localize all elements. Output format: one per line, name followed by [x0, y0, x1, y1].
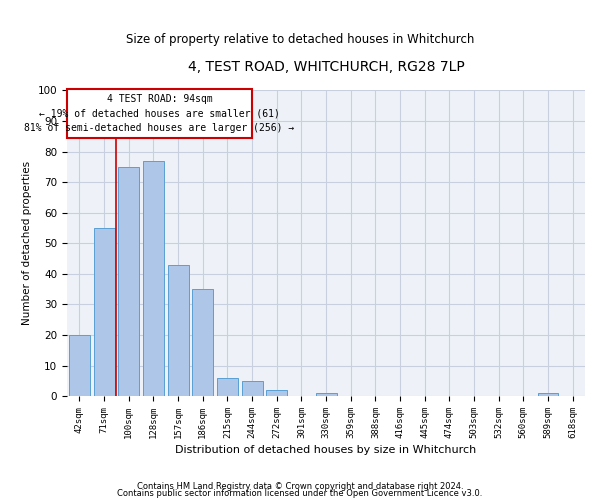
FancyBboxPatch shape	[67, 89, 252, 138]
Bar	[266, 390, 287, 396]
Text: Size of property relative to detached houses in Whitchurch: Size of property relative to detached ho…	[126, 32, 474, 46]
Bar	[538, 393, 559, 396]
Bar	[316, 393, 337, 396]
Bar	[167, 264, 188, 396]
Bar	[69, 335, 90, 396]
Text: 81% of semi-detached houses are larger (256) →: 81% of semi-detached houses are larger (…	[25, 122, 295, 132]
Text: 4 TEST ROAD: 94sqm: 4 TEST ROAD: 94sqm	[107, 94, 212, 104]
Bar	[192, 289, 213, 396]
X-axis label: Distribution of detached houses by size in Whitchurch: Distribution of detached houses by size …	[175, 445, 476, 455]
Bar	[118, 167, 139, 396]
Bar	[242, 381, 263, 396]
Bar	[94, 228, 115, 396]
Title: 4, TEST ROAD, WHITCHURCH, RG28 7LP: 4, TEST ROAD, WHITCHURCH, RG28 7LP	[188, 60, 464, 74]
Text: Contains public sector information licensed under the Open Government Licence v3: Contains public sector information licen…	[118, 488, 482, 498]
Text: Contains HM Land Registry data © Crown copyright and database right 2024.: Contains HM Land Registry data © Crown c…	[137, 482, 463, 491]
Text: ← 19% of detached houses are smaller (61): ← 19% of detached houses are smaller (61…	[39, 108, 280, 118]
Bar	[217, 378, 238, 396]
Y-axis label: Number of detached properties: Number of detached properties	[22, 161, 32, 326]
Bar	[143, 160, 164, 396]
